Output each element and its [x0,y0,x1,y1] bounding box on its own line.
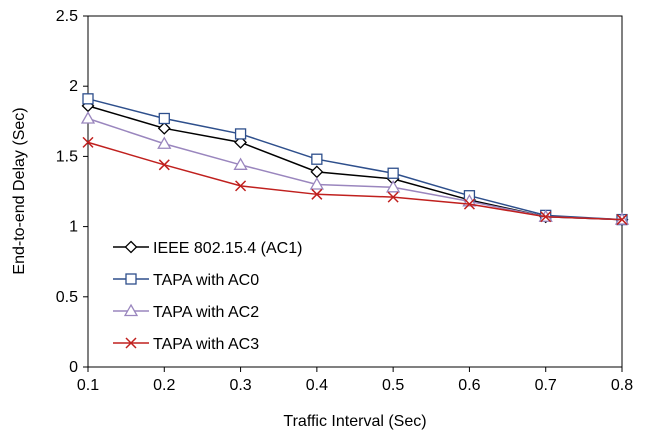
x-axis-label: Traffic Interval (Sec) [283,413,426,430]
data-point [158,159,170,171]
data-point [463,198,475,210]
y-tick-label: 0 [69,359,78,376]
x-tick-label: 0.7 [535,377,557,394]
x-tick-label: 0.4 [306,377,328,394]
x-tick-label: 0.5 [382,377,404,394]
legend-item: TAPA with AC0 [113,272,259,289]
data-point [82,136,94,148]
y-tick-label: 1 [69,219,78,236]
data-point [540,211,552,223]
data-point [157,136,172,149]
plot-area [87,15,623,368]
y-tick-label: 2.5 [56,8,78,25]
legend-marker [125,337,137,349]
x-tick-label: 0.1 [77,377,99,394]
y-tick-label: 0.5 [56,289,78,306]
x-tick-label: 0.8 [611,377,633,394]
legend-item: TAPA with AC2 [113,303,259,321]
data-point [387,167,399,179]
data-point [311,188,323,200]
y-axis: 0 0.5 1 1.5 2 2.5 [56,8,88,376]
x-axis: 0.1 0.2 0.3 0.4 0.5 0.6 0.7 0.8 [77,367,633,394]
legend-label: IEEE 802.15.4 (AC1) [153,240,302,257]
legend-label: TAPA with AC0 [153,272,259,289]
data-point [158,112,170,125]
series-x [82,136,628,226]
legend-label: TAPA with AC3 [153,336,259,353]
data-point [233,157,248,170]
legend-marker [125,273,137,285]
legend-marker [124,240,138,254]
legend: IEEE 802.15.4 (AC1) TAPA with AC0 TAPA wit… [113,240,302,353]
data-point [82,93,94,105]
x-tick-label: 0.6 [458,377,480,394]
y-tick-label: 1.5 [56,148,78,165]
data-point [386,179,401,193]
data-point [157,121,171,135]
data-point [616,214,628,226]
legend-item: IEEE 802.15.4 (AC1) [113,240,302,257]
data-point [311,153,323,165]
data-point [309,177,324,190]
data-point [387,191,399,203]
data-point [235,180,247,192]
legend-item: TAPA with AC3 [113,336,259,353]
series-layer [80,93,630,226]
series-line [87,98,623,221]
series-triangle [80,111,630,225]
data-point [234,128,247,140]
x-tick-label: 0.3 [229,377,251,394]
y-axis-label: End-to-end Delay (Sec) [11,107,28,274]
legend-marker [123,303,139,317]
data-point [234,135,247,149]
x-tick-label: 0.2 [153,377,175,394]
data-point [80,111,96,124]
series-line [87,141,623,221]
legend-label: TAPA with AC2 [153,304,259,321]
y-tick-label: 2 [69,78,78,95]
